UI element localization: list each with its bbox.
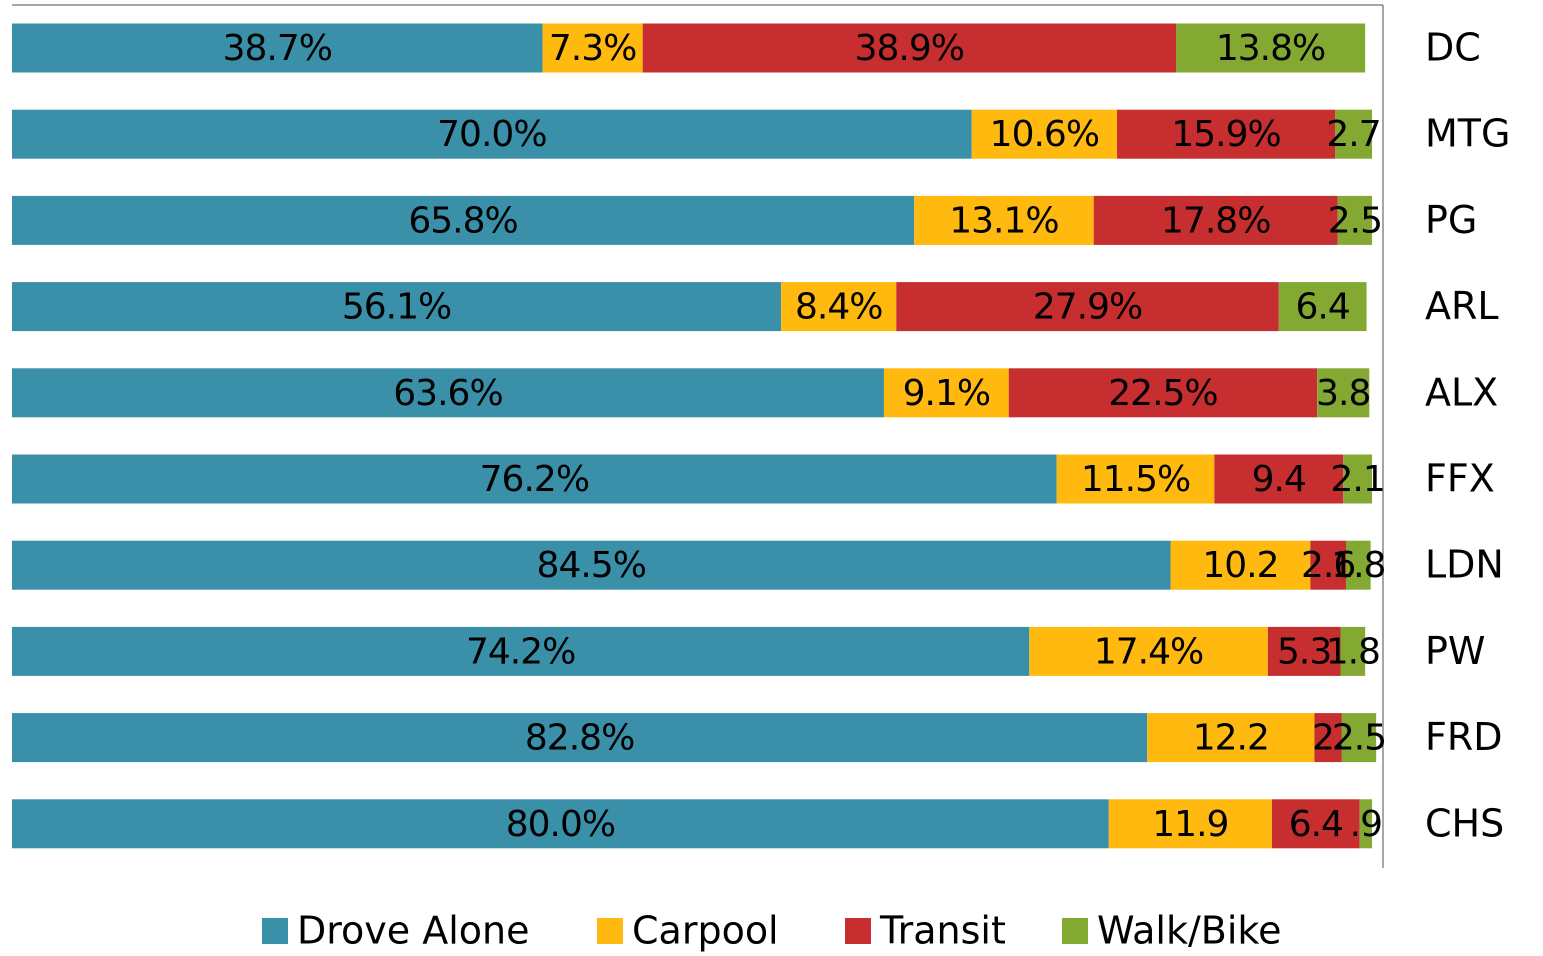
data-label: 38.9% [855,28,964,69]
data-label: 2. [1312,718,1344,759]
data-label: 65.8% [408,200,517,241]
data-label: 80.0% [506,804,615,845]
bar-segment [12,454,1057,504]
bar-segment [1056,454,1215,504]
data-label: 74.2% [466,631,575,672]
legend-swatch [1062,918,1088,944]
data-label: 7.3% [549,28,636,69]
bar-segment [1117,109,1336,159]
data-label: 13.8% [1216,28,1325,69]
bar-segment [12,23,543,73]
bar-segment [1335,109,1373,159]
data-label: 1.8 [1331,545,1385,586]
bar-segment [914,195,1094,245]
category-label: PG [1425,198,1477,242]
bar-segment [1359,799,1373,849]
bar-segment [1267,626,1341,676]
legend-label: Carpool [632,909,779,953]
data-label: 84.5% [537,545,646,586]
bar-segment [12,799,1109,849]
bar-segment [1278,282,1367,332]
data-label: 3.8 [1316,373,1370,414]
data-label: 1.8 [1326,631,1380,672]
data-label: 15.9% [1171,114,1280,155]
bar-segment [1340,626,1366,676]
bar-segment [12,282,782,332]
bar-segment [1317,368,1370,418]
data-label: 6.4 [1289,804,1343,845]
bar-segment [1271,799,1360,849]
category-label: ALX [1425,370,1498,414]
data-label: 2.5 [1332,718,1386,759]
data-label: 2.6 [1301,545,1355,586]
bar-segment [1175,23,1366,73]
category-label: FFX [1425,457,1495,501]
data-label: 9.4 [1252,459,1306,500]
bar-segment [12,109,972,159]
bar-segment [542,23,643,73]
data-label: .9 [1350,804,1382,845]
data-label: 70.0% [437,114,546,155]
bar-segment [896,282,1279,332]
bar-segment [12,713,1148,763]
category-label: CHS [1425,801,1504,845]
legend-swatch [597,918,623,944]
data-label: 38.7% [223,28,332,69]
bar-segment [12,626,1030,676]
data-label: 11.9 [1152,804,1228,845]
data-label: 17.4% [1094,631,1203,672]
bar-segment [1345,540,1371,590]
data-label: 2.5 [1328,200,1382,241]
category-label: PW [1425,629,1486,673]
data-label: 5.3 [1277,631,1331,672]
bar-segment [1108,799,1272,849]
bar-segment [1029,626,1268,676]
category-label: MTG [1425,112,1510,156]
bar-segment [12,368,884,418]
bar-segment [1314,713,1342,763]
bar-segment [1147,713,1315,763]
category-label: ARL [1425,284,1499,328]
category-label: FRD [1425,715,1503,759]
data-label: 76.2% [480,459,589,500]
data-label: 10.2 [1202,545,1278,586]
legend-label: Drove Alone [297,909,530,953]
data-label: 63.6% [393,373,502,414]
bar-segment [1343,454,1373,504]
category-label: DC [1425,26,1481,70]
data-label: 10.6% [990,114,1099,155]
bar-segment [781,282,897,332]
bar-segment [883,368,1009,418]
data-label: 11.5% [1081,459,1190,500]
data-label: 13.1% [949,200,1058,241]
data-label: 2.7 [1326,114,1380,155]
legend-swatch [845,918,871,944]
bar-segment [1008,368,1318,418]
data-label: 12.2 [1193,718,1269,759]
bar-segment [1093,195,1338,245]
data-label: 82.8% [525,718,634,759]
data-label: 8.4% [795,287,882,328]
category-label: LDN [1425,543,1504,587]
data-label: 27.9% [1033,287,1142,328]
data-label: 17.8% [1161,200,1270,241]
bar-segment [1170,540,1311,590]
bar-segment [1337,195,1373,245]
legend-swatch [262,918,288,944]
bar-segment [642,23,1176,73]
bar-segment [12,195,915,245]
data-label: 6.4 [1296,287,1350,328]
bar-segment [1341,713,1377,763]
data-label: 56.1% [342,287,451,328]
legend-label: Walk/Bike [1097,909,1281,953]
bar-segment [1214,454,1344,504]
bar-segment [1310,540,1346,590]
data-label: 9.1% [903,373,990,414]
data-label: 22.5% [1108,373,1217,414]
bar-segment [12,540,1171,590]
legend-label: Transit [879,909,1006,953]
bar-segment [971,109,1118,159]
data-label: 2.1 [1331,459,1385,500]
